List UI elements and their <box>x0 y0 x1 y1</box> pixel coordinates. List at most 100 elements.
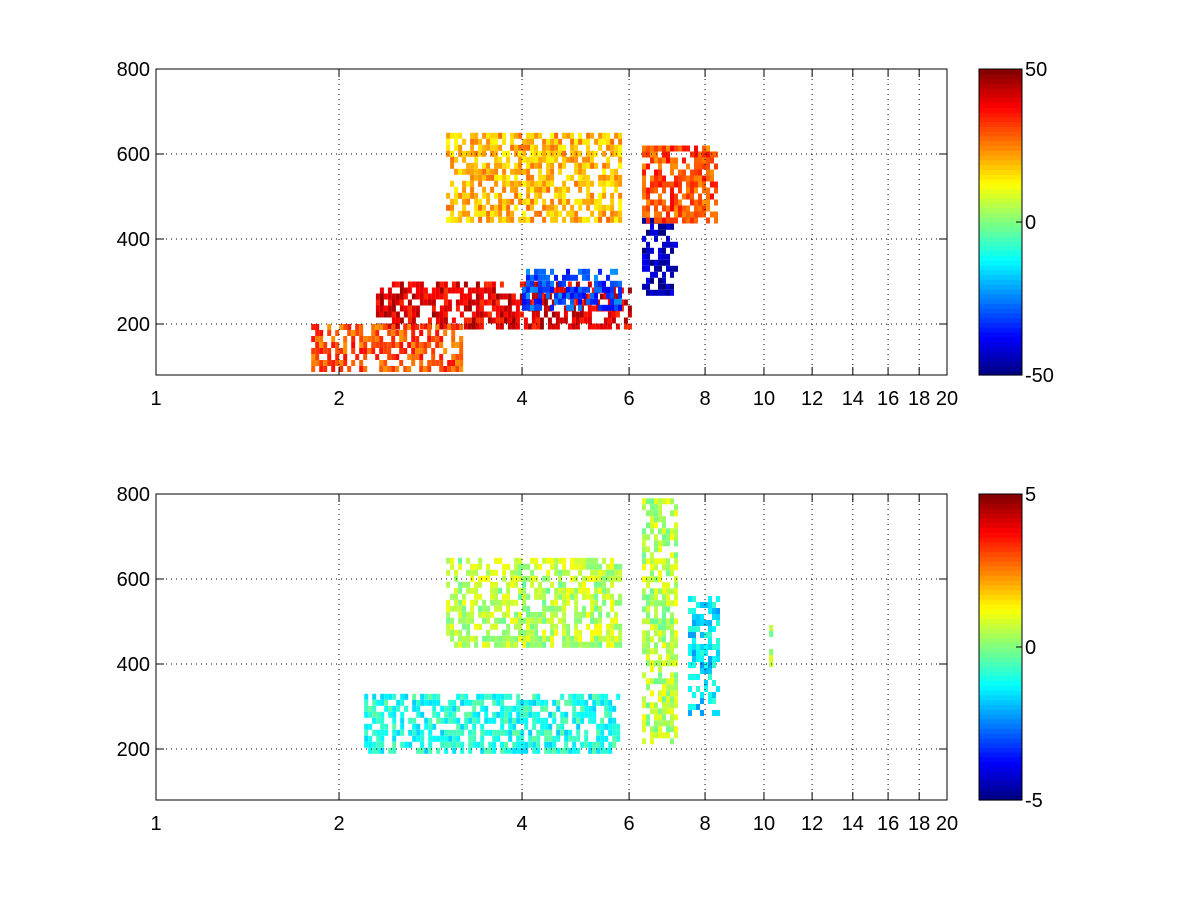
heatmap-cell <box>392 741 397 748</box>
heatmap-cell <box>462 186 467 193</box>
heatmap-cell <box>554 292 558 299</box>
heatmap-cell <box>387 342 392 348</box>
heatmap-cell <box>574 292 578 299</box>
heatmap-cell <box>575 323 580 330</box>
heatmap-cell <box>516 717 521 724</box>
heatmap-cell <box>708 632 712 638</box>
heatmap-cell <box>460 741 465 748</box>
heatmap-cell <box>614 210 619 217</box>
heatmap-cell <box>484 747 489 754</box>
heatmap-cell <box>769 631 774 637</box>
colorbar-swatch <box>979 260 1022 266</box>
heatmap-cell <box>530 150 535 157</box>
heatmap-cell <box>470 563 475 570</box>
heatmap-cell <box>694 199 698 206</box>
colorbar-swatch <box>979 255 1022 261</box>
heatmap-cell <box>700 602 704 608</box>
heatmap-cell <box>508 747 513 754</box>
heatmap-cell <box>588 747 593 754</box>
heatmap-cell <box>486 569 491 576</box>
heatmap-cell <box>654 157 658 164</box>
heatmap-cell <box>552 747 557 754</box>
heatmap-cell <box>480 699 485 706</box>
heatmap-cell <box>590 198 595 205</box>
heatmap-cell <box>646 510 650 517</box>
heatmap-cell <box>440 735 445 742</box>
heatmap-cell <box>650 516 654 523</box>
heatmap-cell <box>508 723 513 730</box>
heatmap-cell <box>506 210 511 217</box>
heatmap-cell <box>522 286 526 293</box>
heatmap-cell <box>698 169 702 176</box>
heatmap-cell <box>343 336 348 342</box>
heatmap-cell <box>578 204 583 211</box>
heatmap-cell <box>706 187 710 194</box>
heatmap-cell <box>574 286 578 293</box>
heatmap-cell <box>415 342 420 348</box>
heatmap-cell <box>474 198 479 205</box>
heatmap-cell <box>448 705 453 712</box>
heatmap-cell <box>504 693 509 700</box>
heatmap-cell <box>535 281 540 288</box>
heatmap-cell <box>359 342 364 348</box>
heatmap-cell <box>490 186 495 193</box>
heatmap-cell <box>666 642 670 649</box>
heatmap-cell <box>650 187 654 194</box>
heatmap-cell <box>586 132 591 139</box>
heatmap-cell <box>700 692 704 698</box>
heatmap-cell <box>662 181 666 188</box>
colorbar-swatch <box>979 174 1022 180</box>
heatmap-cell <box>704 668 708 674</box>
heatmap-cell <box>470 587 475 594</box>
heatmap-cell <box>542 605 547 612</box>
heatmap-cell <box>446 192 451 199</box>
heatmap-cell <box>590 292 594 299</box>
heatmap-cell <box>412 699 417 706</box>
heatmap-cell <box>614 304 618 311</box>
colorbar-swatch <box>979 131 1022 137</box>
heatmap-cell <box>586 268 590 275</box>
x-tick-label: 8 <box>699 388 710 410</box>
heatmap-cell <box>608 729 613 736</box>
heatmap-cell <box>662 223 666 230</box>
heatmap-cell <box>391 299 396 306</box>
heatmap-cell <box>391 342 396 348</box>
colorbar-swatch <box>979 293 1022 300</box>
x-tick-label: 6 <box>624 813 635 835</box>
heatmap-cell <box>439 287 444 294</box>
heatmap-cell <box>712 710 716 716</box>
heatmap-cell <box>371 330 376 336</box>
heatmap-cell <box>658 175 662 182</box>
colorbar-swatch <box>979 685 1022 691</box>
heatmap-cell <box>399 281 404 288</box>
heatmap-cell <box>407 281 412 288</box>
heatmap-cell <box>590 629 595 636</box>
heatmap-cell <box>550 581 555 588</box>
heatmap-cell <box>568 699 573 706</box>
heatmap-cell <box>515 317 520 324</box>
heatmap-cell <box>550 132 555 139</box>
heatmap-cell <box>419 299 424 306</box>
heatmap-cell <box>658 289 662 296</box>
heatmap-cell <box>590 641 595 648</box>
heatmap-cell <box>598 587 603 594</box>
heatmap-cell <box>618 599 623 606</box>
heatmap-cell <box>700 698 704 704</box>
heatmap-cell <box>538 210 543 217</box>
heatmap-cell <box>582 156 587 163</box>
heatmap-cell <box>692 644 696 650</box>
heatmap-cell <box>646 211 650 218</box>
heatmap-cell <box>606 304 610 311</box>
heatmap-cell <box>566 210 571 217</box>
heatmap-cell <box>531 293 536 300</box>
heatmap-cell <box>616 723 621 730</box>
colorbar-swatch <box>979 370 1022 376</box>
heatmap-cell <box>524 711 529 718</box>
heatmap-cell <box>399 293 404 300</box>
heatmap-cell <box>455 305 460 312</box>
heatmap-cell <box>519 299 524 306</box>
heatmap-cell <box>567 323 572 330</box>
heatmap-cell <box>554 569 559 576</box>
heatmap-cell <box>462 635 467 642</box>
heatmap-cell <box>610 174 615 181</box>
